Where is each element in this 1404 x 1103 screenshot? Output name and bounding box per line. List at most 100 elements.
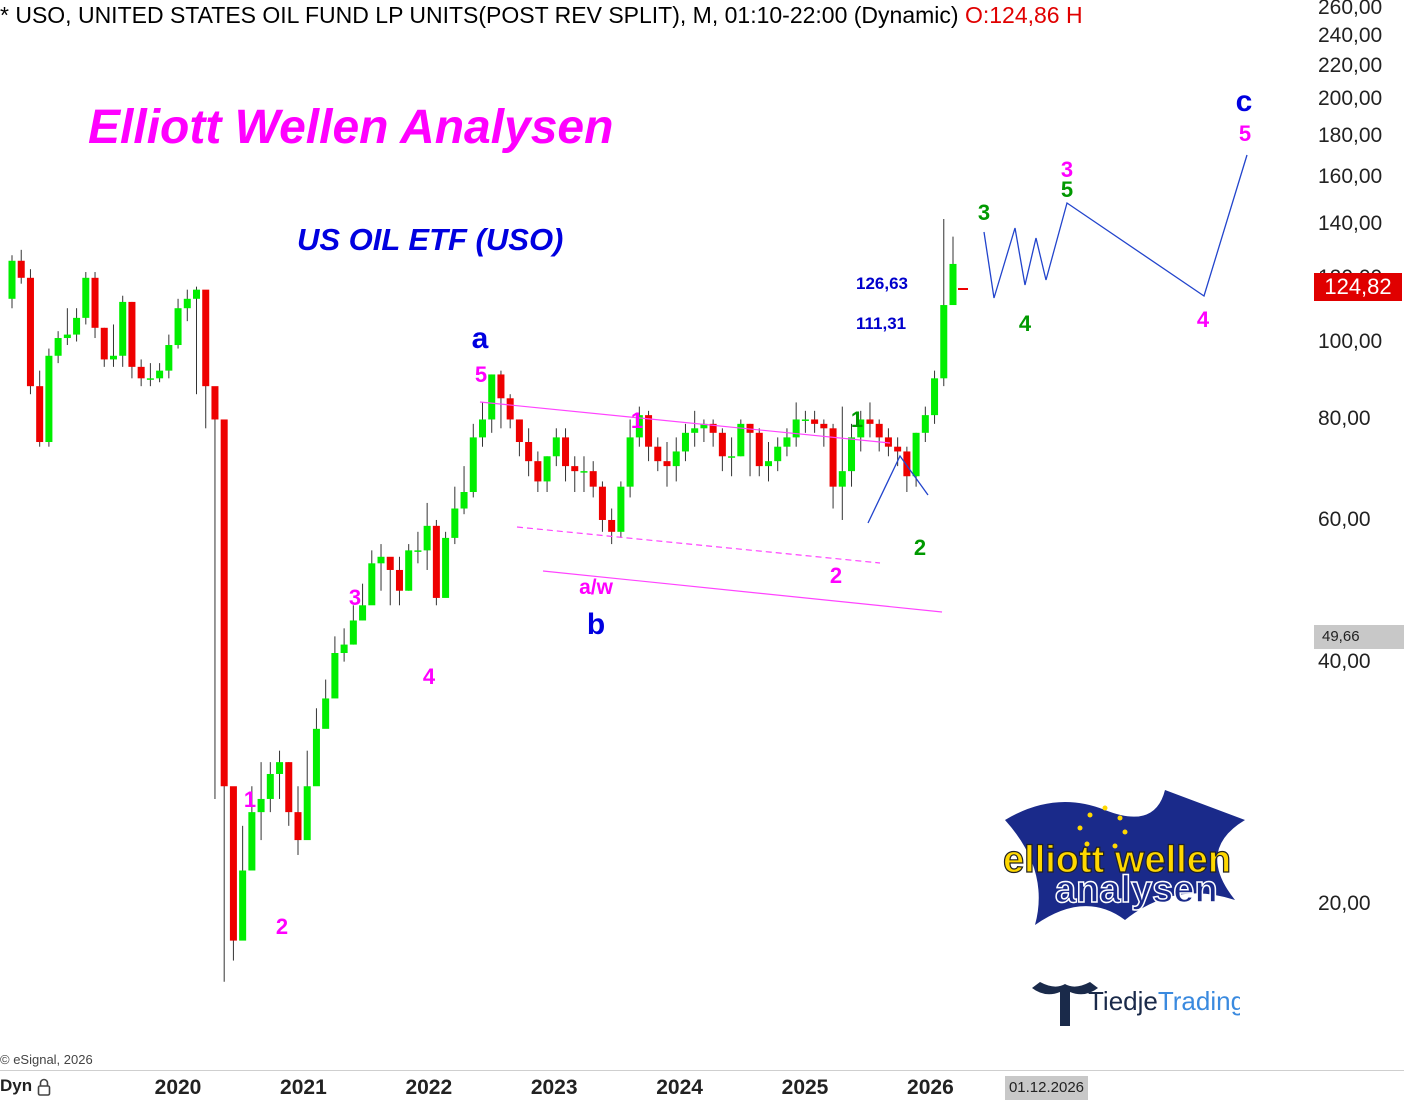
y-tick-label: 20,00: [1318, 891, 1371, 915]
wave-label-g2: 2: [913, 535, 927, 560]
candle-body: [91, 277, 99, 328]
candle-body: [442, 537, 450, 598]
candle-body: [783, 437, 791, 447]
y-tick-label: 200,00: [1318, 87, 1383, 111]
candle-body: [728, 456, 736, 458]
price-chart[interactable]: [0, 0, 1313, 1070]
candle-body: [617, 486, 625, 532]
candle-body: [211, 386, 219, 420]
y-tick-label: 180,00: [1318, 124, 1383, 148]
candle-body: [792, 419, 800, 438]
elliott-wellen-logo: elliott wellen analysen: [1002, 790, 1245, 925]
dyn-label[interactable]: Dyn: [0, 1076, 51, 1096]
candle-body: [875, 423, 883, 438]
candle-body: [940, 305, 948, 379]
candle-body: [515, 419, 523, 443]
price-level-lower: 111,31: [856, 314, 907, 333]
candle-body: [331, 653, 339, 699]
channel-upper-line: [479, 401, 891, 444]
wave-label-f4: 4: [1196, 307, 1210, 332]
candle-body: [137, 366, 145, 379]
candle-body: [562, 437, 570, 467]
cursor-price-badge: 49,66: [1314, 625, 1404, 649]
candle-body: [866, 419, 874, 424]
candle-body: [571, 466, 579, 472]
candle-body: [857, 419, 865, 438]
price-level-upper: 126,63: [856, 274, 908, 293]
candle-body: [377, 556, 385, 564]
y-tick-label: 160,00: [1318, 165, 1383, 189]
candle-body: [506, 398, 514, 420]
open-price: O:124,86 H: [964, 2, 1083, 28]
candle-body: [700, 423, 708, 429]
x-tick-label: 2026: [907, 1076, 954, 1099]
candle-body: [663, 461, 671, 467]
candle-body: [774, 446, 782, 462]
candle-body: [8, 260, 16, 299]
candle-body: [285, 762, 293, 813]
wave-label-f5: 5: [1238, 121, 1252, 146]
candle-body: [478, 419, 487, 438]
candle-body: [820, 423, 828, 429]
candle-body: [811, 419, 819, 424]
forecast-path-small: [867, 454, 929, 524]
candle-body: [165, 345, 173, 371]
candle-body: [349, 620, 357, 645]
candle-body: [405, 550, 413, 591]
candle-body: [119, 301, 127, 356]
candle-body: [903, 451, 911, 477]
x-tick-label: 2022: [405, 1076, 453, 1099]
candle-body: [737, 423, 745, 457]
candle-body: [626, 437, 634, 487]
candle-body: [17, 260, 25, 278]
candle-body: [359, 605, 367, 621]
candle-body: [460, 492, 468, 509]
candle-body: [303, 786, 311, 841]
wave-label-g5: 5: [1060, 177, 1074, 202]
wave-label-n2: 2: [829, 563, 843, 588]
candle-body: [294, 812, 302, 841]
lock-icon[interactable]: [37, 1078, 51, 1096]
chart-subtitle: US OIL ETF (USO): [297, 222, 564, 257]
candle-body: [921, 415, 929, 433]
candle-body: [322, 698, 330, 729]
candle-body: [884, 437, 892, 447]
logo-text-elliott: elliott wellen: [1003, 839, 1231, 881]
candle-body: [949, 263, 957, 306]
y-tick-label: 140,00: [1318, 211, 1383, 235]
wave-label-m1: 1: [243, 787, 257, 812]
candle-body: [912, 432, 920, 477]
candle-body: [248, 812, 256, 871]
y-tick-label: 80,00: [1318, 407, 1371, 431]
svg-text:TiedjeTrading: TiedjeTrading: [1088, 986, 1240, 1016]
x-tick-label: 2024: [656, 1076, 703, 1099]
candle-body: [894, 446, 902, 452]
candle-body: [432, 525, 440, 598]
logo-tiedje: Tiedje: [1088, 986, 1158, 1016]
candle-body: [54, 338, 62, 356]
candle-body: [146, 378, 154, 380]
candle-body: [801, 419, 809, 421]
channel-mid-dashed-line: [516, 526, 881, 564]
candle-body: [497, 374, 505, 399]
wave-label-m4: 4: [422, 664, 436, 689]
candle-body: [608, 519, 616, 532]
candle-body: [229, 786, 237, 941]
headline: Elliott Wellen Analysen: [88, 101, 614, 154]
wave-label-aw: a/w: [579, 576, 613, 599]
forecast-path-main: [983, 154, 1248, 299]
candle-body: [534, 461, 542, 482]
y-tick-label: 60,00: [1318, 507, 1371, 531]
candle-body: [82, 277, 90, 318]
candle-body: [755, 432, 763, 467]
wave-label-g4: 4: [1018, 311, 1032, 336]
tiedje-trading-logo: TiedjeTrading: [1032, 982, 1240, 1026]
candle-body: [681, 432, 689, 452]
wave-label-m3: 3: [348, 585, 362, 610]
candle-body: [848, 437, 856, 472]
price-axis[interactable]: [1313, 0, 1404, 1070]
candle-body: [193, 289, 201, 299]
time-axis[interactable]: [0, 1070, 1404, 1103]
dyn-text: Dyn: [0, 1076, 33, 1095]
candle-body: [709, 423, 717, 433]
